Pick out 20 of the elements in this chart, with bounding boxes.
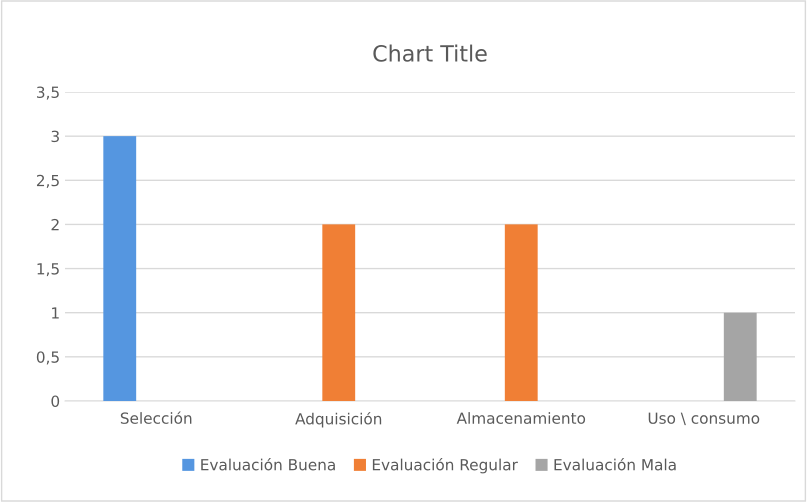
bar [322,224,356,401]
bar [504,224,538,401]
x-tick-label: Adquisición [295,412,382,428]
x-tick-label: Selección [120,412,192,424]
legend-label: Evaluación Buena [201,458,335,470]
y-tick-label: 3,5 [37,86,59,100]
y-tick-label: 2,5 [36,174,59,188]
bar [724,312,757,401]
legend-label: Evaluación Mala [554,458,676,470]
y-tick-label: 1 [52,307,59,319]
y-tick-label: 0 [51,395,60,408]
y-tick-label: 2 [52,218,59,230]
legend-label: Evaluación Regular [372,458,518,474]
x-tick-label: Uso \ consumo [648,412,760,426]
chart-title: Chart Title [373,44,487,62]
y-tick-label: 3 [52,130,59,142]
x-tick-label: Almacenamiento [456,412,586,424]
bar [103,136,136,401]
y-tick-label: 1,5 [38,263,59,276]
y-tick-label: 0,5 [36,351,59,364]
